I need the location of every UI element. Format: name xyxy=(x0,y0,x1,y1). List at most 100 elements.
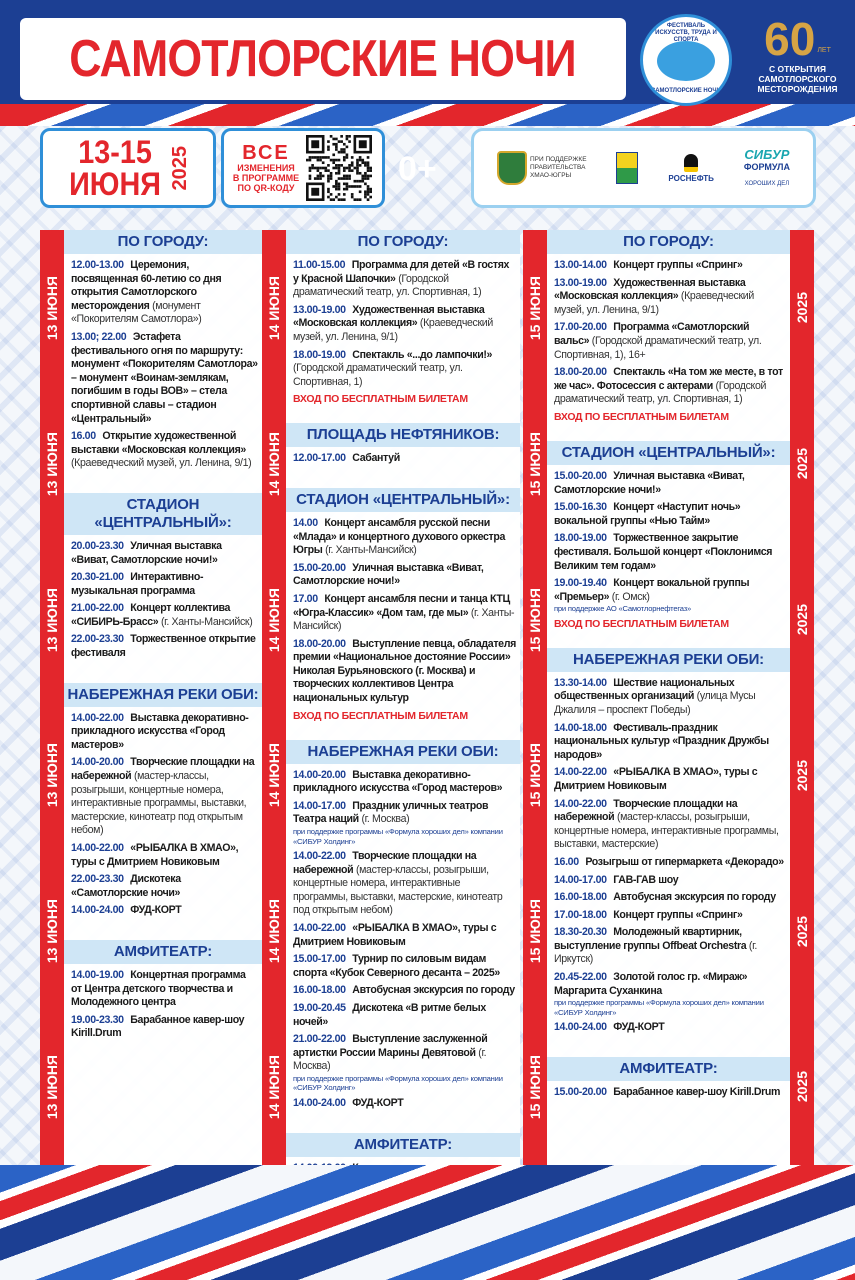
event-item: 14.00-17.00 ГАВ-ГАВ шоу xyxy=(554,874,786,888)
strip-label: 2025 xyxy=(794,448,810,480)
event-title: Эстафета фестивального огня по маршруту:… xyxy=(71,330,258,425)
event-title: «РЫБАЛКА В ХМАО», туры с Дмитрием Новико… xyxy=(71,842,239,868)
event-title: Программа для детей «В гостях у Красной … xyxy=(293,259,510,285)
venue-events: 15.00-20.00 Уличная выставка «Виват, Сам… xyxy=(547,465,790,638)
strip-label: 2025 xyxy=(794,292,810,324)
sponsor-rosneft: РОСНЕФТЬ xyxy=(668,153,714,183)
formula-label: ФОРМУЛА xyxy=(743,161,790,172)
strip-label: 14 ИЮНЯ xyxy=(266,743,282,808)
sponsor-text: ХМАО-ЮГРЫ xyxy=(529,172,572,179)
sponsor-text: ПРАВИТЕЛЬСТВА xyxy=(529,164,586,171)
event-time: 17.00 xyxy=(293,592,318,605)
event-time: 15.00-16.30 xyxy=(554,501,607,514)
event-time: 20.00-23.30 xyxy=(71,539,124,552)
event-time: 14.00-22.00 xyxy=(554,766,607,779)
event-title: Праздник уличных театров Театра наций xyxy=(293,799,489,826)
event-item: 22.00-23.30 Дискотека «Самотлорские ночи… xyxy=(71,873,258,900)
event-detail: (г. Ханты-Мансийск) xyxy=(325,544,417,557)
date-month: ИЮНЯ xyxy=(69,166,162,202)
free-tickets-note: ВХОД ПО БЕСПЛАТНЫМ БИЛЕТАМ xyxy=(554,617,729,630)
event-detail: (г. Москва) xyxy=(293,1046,487,1073)
event-item: 14.00 Концерт ансамбля русской песни «Мл… xyxy=(293,517,516,558)
event-title: Творческие площадки на набережной xyxy=(71,756,255,783)
strip-label: 15 ИЮНЯ xyxy=(527,587,543,652)
event-time: 14.00-17.00 xyxy=(554,873,607,886)
event-detail: (Городской драматический театр, ул. Спор… xyxy=(554,379,767,406)
event-title: Концерт коллектива «СИБИРЬ-Брасс» xyxy=(71,602,231,628)
strip-label: 2025 xyxy=(794,915,810,947)
venue-heading: ПО ГОРОДУ: xyxy=(547,230,790,254)
event-detail: (мастер-классы, розыгрыши, концертные но… xyxy=(71,770,247,837)
event-title: Автобусная экскурсия по городу xyxy=(613,891,776,904)
event-item: 20.00-23.30 Уличная выставка «Виват, Сам… xyxy=(71,540,258,567)
event-item: 14.00-19.00 Концертная программа творчес… xyxy=(293,1162,516,1165)
event-time: 14.00-22.00 xyxy=(293,850,346,863)
event-time: 16.00-18.00 xyxy=(554,891,607,904)
venue-heading: НАБЕРЕЖНАЯ РЕКИ ОБИ: xyxy=(547,647,790,672)
event-time: 17.00-20.00 xyxy=(554,321,607,334)
event-time: 12.00-17.00 xyxy=(293,452,346,465)
event-title: Концерт вокальной группы «Премьер» xyxy=(554,577,750,603)
event-title: Уличная выставка «Виват, Самотлорские но… xyxy=(554,469,745,496)
event-support: при поддержке АО «Самотлорнефтегаз» xyxy=(554,604,692,614)
event-title: Художественная выставка «Московская колл… xyxy=(293,303,485,330)
qr-box[interactable]: ВСЕ ИЗМЕНЕНИЯ В ПРОГРАММЕ ПО QR-КОДУ xyxy=(221,128,385,208)
event-detail: (монумент «Покорителям Самотлора») xyxy=(71,299,202,326)
qr-code[interactable] xyxy=(306,135,372,201)
event-item: 14.00-24.00 ФУД-КОРТ xyxy=(554,1021,786,1035)
event-title: Концертная программа творческих коллекти… xyxy=(293,1162,478,1165)
event-time: 14.00-22.00 xyxy=(71,711,124,724)
free-tickets-note: ВХОД ПО БЕСПЛАТНЫМ БИЛЕТАМ xyxy=(554,410,729,423)
venue-events: 14.00-19.00 Концертная программа творчес… xyxy=(286,1157,520,1165)
event-item: 13.00; 22.00 Эстафета фестивального огня… xyxy=(71,331,258,426)
anniversary-caption: МЕСТОРОЖДЕНИЯ xyxy=(757,84,838,94)
venue-events: 13.00-14.00 Концерт группы «Спринг» 13.0… xyxy=(547,254,790,431)
coat-of-arms-icon xyxy=(496,151,527,185)
event-title: Дискотека «Самотлорские ночи» xyxy=(71,873,181,899)
event-title: Дискотека «В ритме белых ночей» xyxy=(293,1001,486,1028)
event-time: 15.00-20.00 xyxy=(554,469,607,482)
event-item: 14.00-22.00 «РЫБАЛКА В ХМАО», туры с Дми… xyxy=(554,766,786,793)
strip-label: 14 ИЮНЯ xyxy=(266,431,282,496)
event-time: 13.00; 22.00 xyxy=(71,330,127,343)
strip-label: 13 ИЮНЯ xyxy=(44,1054,60,1120)
event-item: 13.00-14.00 Концерт группы «Спринг» xyxy=(554,259,786,273)
venue-heading: АМФИТЕАТР: xyxy=(286,1132,520,1157)
event-detail: (г. Иркутск) xyxy=(554,939,757,966)
event-time: 18.00-19.00 xyxy=(554,532,607,545)
event-item: 14.00-20.00 Выставка декоративно-приклад… xyxy=(293,769,516,796)
event-time: 15.00-20.00 xyxy=(554,1085,607,1098)
event-title: Торжественное открытие фестиваля xyxy=(71,633,256,660)
venue-heading: ПО ГОРОДУ: xyxy=(286,230,520,254)
event-support: при поддержке программы «Формула хороших… xyxy=(293,1073,503,1093)
event-time: 18.30-20.30 xyxy=(554,926,607,939)
event-time: 21.00-22.00 xyxy=(71,602,124,615)
event-time: 16.00 xyxy=(554,855,579,868)
event-item: 15.00-20.00 Барабанное кавер-шоу Kirill.… xyxy=(554,1086,786,1100)
event-detail: (Краеведческий музей, ул. Ленина, 9/1) xyxy=(71,457,252,470)
venue-events: 11.00-15.00 Программа для детей «В гостя… xyxy=(286,254,520,413)
event-time: 15.00-17.00 xyxy=(293,953,346,966)
venue-heading: НАБЕРЕЖНАЯ РЕКИ ОБИ: xyxy=(64,682,262,707)
strip-label: 13 ИЮНЯ xyxy=(44,899,60,964)
event-item: 20.30-21.00 Интерактивно-музыкальная про… xyxy=(71,571,258,598)
event-time: 14.00-20.00 xyxy=(293,768,346,781)
venue-events: 14.00-19.00 Концертная программа от Цент… xyxy=(64,964,262,1053)
venue-heading: НАБЕРЕЖНАЯ РЕКИ ОБИ: xyxy=(286,739,520,764)
event-title: ФУД-КОРТ xyxy=(613,1021,665,1034)
event-time: 18.00-19.00 xyxy=(293,348,346,361)
event-title: Выступление заслуженной артистки России … xyxy=(293,1033,488,1059)
event-item: 18.00-19.00 Торжественное закрытие фести… xyxy=(554,532,786,573)
event-item: 19.00-19.40 Концерт вокальной группы «Пр… xyxy=(554,577,786,614)
event-item: 19.00-20.45 Дискотека «В ритме белых ноч… xyxy=(293,1002,516,1029)
qr-text: В ПРОГРАММЕ xyxy=(232,173,300,183)
event-title: Уличная выставка «Виват, Самотлорские но… xyxy=(71,539,222,566)
strip-label: 14 ИЮНЯ xyxy=(266,899,282,964)
event-title: Барабанное кавер-шоу Kirill.Drum xyxy=(613,1085,781,1098)
venue-events: 14.00-22.00 Выставка декоративно-приклад… xyxy=(64,707,262,930)
strip-label: 14 ИЮНЯ xyxy=(266,1054,282,1120)
event-item: 18.00-20.00 Спектакль «На том же месте, … xyxy=(554,366,786,407)
event-title: «РЫБАЛКА В ХМАО», туры с Дмитрием Новико… xyxy=(554,766,758,792)
event-title: ФУД-КОРТ xyxy=(352,1096,404,1109)
event-time: 16.00 xyxy=(71,430,96,443)
